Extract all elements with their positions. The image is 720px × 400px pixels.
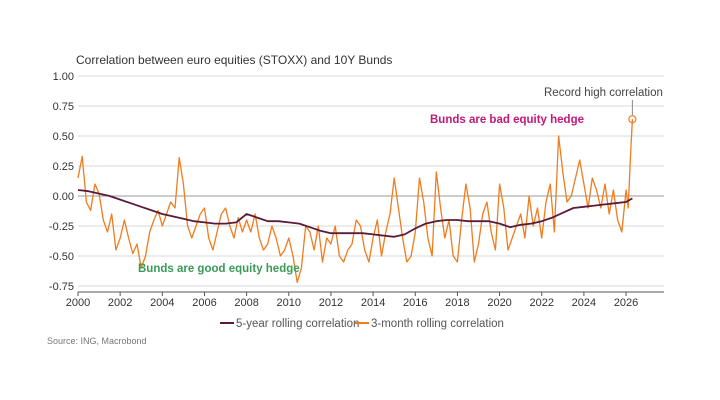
y-tick-label: -0.50 xyxy=(49,251,74,263)
y-tick-label: 0.50 xyxy=(53,131,74,143)
x-tick-label: 2006 xyxy=(192,297,216,309)
legend-label-3m: 3-month rolling correlation xyxy=(371,318,504,330)
x-tick-label: 2024 xyxy=(572,297,596,309)
x-axis: 2000 2002 2004 2006 2008 2010 2012 2014 2016 2018… xyxy=(66,292,638,309)
y-tick-label: 1.00 xyxy=(53,71,74,83)
x-tick-label: 2010 xyxy=(277,297,301,309)
x-tick-label: 2008 xyxy=(234,297,258,309)
series-lines xyxy=(77,119,634,284)
annotation-good-hedge: Bunds are good equity hedge xyxy=(138,263,300,275)
source-note: Source: ING, Macrobond xyxy=(47,336,147,346)
annotation-bad-hedge: Bunds are bad equity hedge xyxy=(430,114,584,126)
x-tick-label: 2022 xyxy=(529,297,553,309)
y-tick-label: 0.25 xyxy=(53,161,74,173)
series-line-3m xyxy=(77,119,634,284)
record-high-marker xyxy=(628,115,637,124)
x-tick-label: 2000 xyxy=(66,297,90,309)
legend: 5-year rolling correlation 3-month rolli… xyxy=(220,318,504,330)
x-tick-label: 2026 xyxy=(614,297,638,309)
series-line-5y xyxy=(77,189,633,238)
x-tick-label: 2020 xyxy=(487,297,511,309)
y-tick-label: -0.25 xyxy=(49,221,74,233)
x-tick-label: 2016 xyxy=(403,297,427,309)
y-axis: 1.00 0.75 0.50 0.25 0.00 -0.25 -0.50 -0.75 xyxy=(49,71,74,293)
x-tick-label: 2002 xyxy=(108,297,132,309)
y-tick-label: -0.75 xyxy=(49,281,74,293)
x-tick-label: 2014 xyxy=(361,297,385,309)
chart-title: Correlation between euro equities (STOXX… xyxy=(76,53,392,67)
legend-label-5y: 5-year rolling correlation xyxy=(236,318,359,330)
x-tick-label: 2018 xyxy=(445,297,469,309)
y-tick-label: 0.00 xyxy=(53,191,74,203)
x-tick-label: 2012 xyxy=(319,297,343,309)
y-tick-label: 0.75 xyxy=(53,101,74,113)
x-tick-label: 2004 xyxy=(150,297,174,309)
grid xyxy=(78,75,664,287)
annotation-record-high: Record high correlation xyxy=(544,87,663,99)
